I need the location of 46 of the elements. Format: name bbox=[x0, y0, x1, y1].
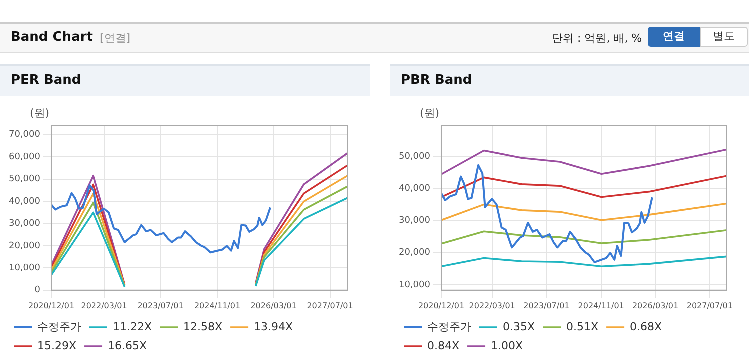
legend-label: 0.84X bbox=[428, 339, 460, 352]
y-tick-label: 10,000 bbox=[398, 280, 431, 290]
x-tick-label: 2020/12/01 bbox=[418, 301, 465, 310]
x-tick-label: 2027/07/01 bbox=[686, 301, 733, 310]
y-tick-label: 40,000 bbox=[398, 184, 431, 194]
y-tick-label: 50,000 bbox=[398, 152, 431, 162]
legend-label: 수정주가 bbox=[428, 320, 472, 334]
text: [연결] bbox=[100, 31, 131, 46]
legend-label: 16.65X bbox=[108, 339, 148, 352]
x-tick-label: 2023/07/01 bbox=[524, 301, 570, 310]
y-tick-label: 60,000 bbox=[8, 152, 41, 162]
legend-label: 12.58X bbox=[184, 320, 224, 334]
x-tick-label: 2024/11/01 bbox=[194, 301, 241, 310]
chart-title: PER Band bbox=[11, 73, 82, 88]
legend-label: 수정주가 bbox=[38, 320, 82, 334]
y-tick-label: 70,000 bbox=[8, 130, 41, 140]
text: 연결 bbox=[648, 27, 700, 47]
y-axis-title: (원) bbox=[420, 106, 440, 121]
x-tick-label: 2020/12/01 bbox=[28, 301, 75, 310]
legend-label: 0.51X bbox=[566, 320, 600, 334]
y-tick-label: 10,000 bbox=[8, 264, 41, 274]
x-tick-label: 2026/03/01 bbox=[632, 301, 679, 310]
legend-label: 13.94X bbox=[254, 320, 294, 334]
x-tick-label: 2024/11/01 bbox=[578, 301, 624, 310]
x-tick-label: 2022/03/01 bbox=[469, 301, 516, 310]
text: Band Chart bbox=[11, 30, 93, 45]
y-tick-label: 40,000 bbox=[8, 196, 41, 207]
x-tick-label: 2023/07/01 bbox=[138, 301, 184, 310]
x-tick-label: 2022/03/01 bbox=[81, 301, 128, 310]
chart-title: PBR Band bbox=[401, 73, 472, 88]
text: 별도 bbox=[700, 27, 748, 47]
legend-label: 0.68X bbox=[630, 320, 663, 334]
y-tick-label: 0 bbox=[34, 286, 41, 296]
x-tick-label: 2026/03/01 bbox=[250, 301, 297, 310]
y-tick-label: 30,000 bbox=[398, 216, 431, 226]
y-tick-label: 20,000 bbox=[8, 241, 41, 252]
x-tick-label: 2027/07/01 bbox=[307, 301, 354, 310]
legend-label: 0.35X bbox=[503, 320, 536, 334]
legend-label: 11.22X bbox=[113, 320, 152, 334]
y-tick-label: 50,000 bbox=[8, 174, 41, 185]
y-tick-label: 20,000 bbox=[398, 248, 431, 258]
y-axis-title: (원) bbox=[30, 106, 50, 121]
y-tick-label: 30,000 bbox=[8, 219, 41, 230]
legend-label: 1.00X bbox=[491, 339, 524, 352]
text: 단위 : 억원, 배, % bbox=[552, 31, 642, 46]
legend-label: 15.29X bbox=[38, 339, 77, 352]
